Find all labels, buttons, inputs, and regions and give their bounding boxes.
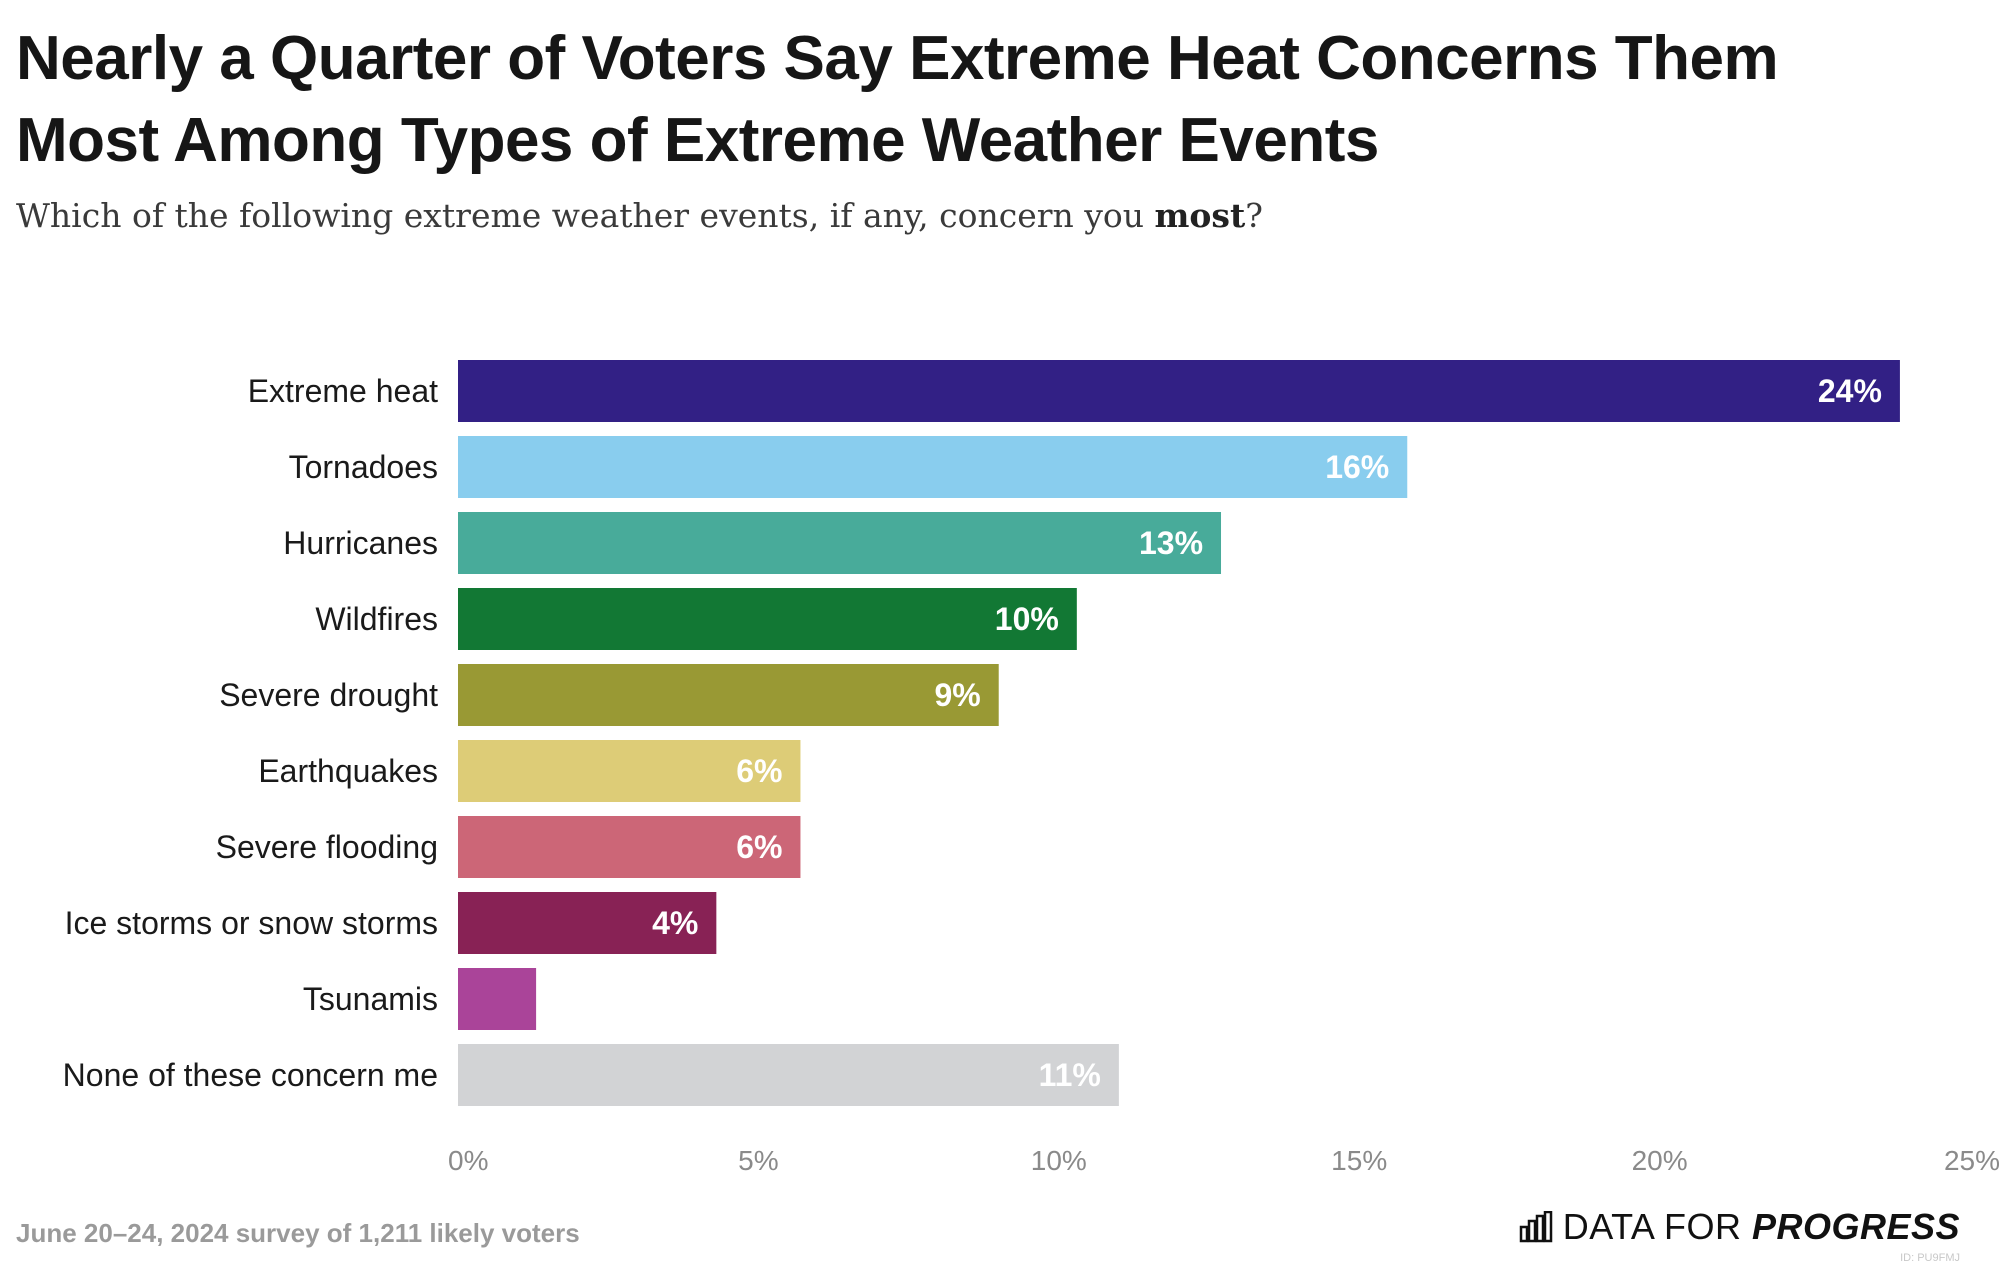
bar-wildfires [458,588,1077,650]
bar-hurricanes [458,512,1222,574]
bar-chart-logo-icon [1519,1211,1553,1243]
category-label-tsunamis: Tsunamis [303,981,438,1017]
value-label-extreme-heat: 24% [1818,373,1882,409]
subtitle-end: ? [1245,196,1263,235]
logo-text-data-for: DATA FOR [1562,1206,1752,1247]
value-label-tornadoes: 16% [1325,449,1389,485]
category-label-wildfires: Wildfires [315,601,438,637]
bar-ice-storms-or-snow-storms [458,892,717,954]
bar-none-of-these-concern-me [458,1044,1119,1106]
x-tick-label: 0% [448,1145,488,1176]
category-label-hurricanes: Hurricanes [283,525,438,561]
x-tick-label: 15% [1331,1145,1387,1176]
category-label-none-of-these-concern-me: None of these concern me [63,1057,438,1093]
bar-tornadoes [458,436,1408,498]
logo-text-progress: PROGRESS [1751,1206,1960,1247]
value-label-wildfires: 10% [995,601,1059,637]
chart-title: Nearly a Quarter of Voters Say Extreme H… [16,18,1976,182]
data-for-progress-logo: DATA FOR PROGRESS [1519,1206,1960,1248]
value-label-earthquakes: 6% [736,753,782,789]
chart-subtitle: Which of the following extreme weather e… [16,196,1263,235]
bar-earthquakes [458,740,801,802]
chart-title-line-1: Nearly a Quarter of Voters Say Extreme H… [16,24,1779,93]
category-label-earthquakes: Earthquakes [258,753,438,789]
category-label-ice-storms-or-snow-storms: Ice storms or snow storms [65,905,438,941]
bar-extreme-heat [458,360,1900,422]
x-tick-label: 10% [1031,1145,1087,1176]
bar-severe-flooding [458,816,801,878]
x-tick-label: 5% [738,1145,778,1176]
value-label-severe-drought: 9% [934,677,980,713]
subtitle-emphasis: most [1154,196,1246,235]
value-label-ice-storms-or-snow-storms: 4% [652,905,698,941]
subtitle-text: Which of the following extreme weather e… [16,196,1155,235]
category-label-severe-flooding: Severe flooding [216,829,438,865]
bar-tsunamis [458,968,537,1030]
chart-title-line-2: Most Among Types of Extreme Weather Even… [16,106,1379,175]
x-tick-label: 20% [1632,1145,1688,1176]
category-label-severe-drought: Severe drought [219,677,438,713]
value-label-hurricanes: 13% [1139,525,1203,561]
category-label-tornadoes: Tornadoes [289,449,438,485]
bar-severe-drought [458,664,999,726]
x-tick-label: 25% [1944,1145,2000,1176]
value-label-severe-flooding: 6% [736,829,782,865]
value-label-none-of-these-concern-me: 11% [1039,1057,1101,1093]
category-label-extreme-heat: Extreme heat [248,373,438,409]
bar-chart: Extreme heat 24% Tornadoes 16% Hurricanes 13%… [63,360,2000,1176]
chart-id-tag: ID: PU9FMJ [1900,1252,1960,1264]
survey-note: June 20–24, 2024 survey of 1,211 likely … [16,1218,580,1248]
